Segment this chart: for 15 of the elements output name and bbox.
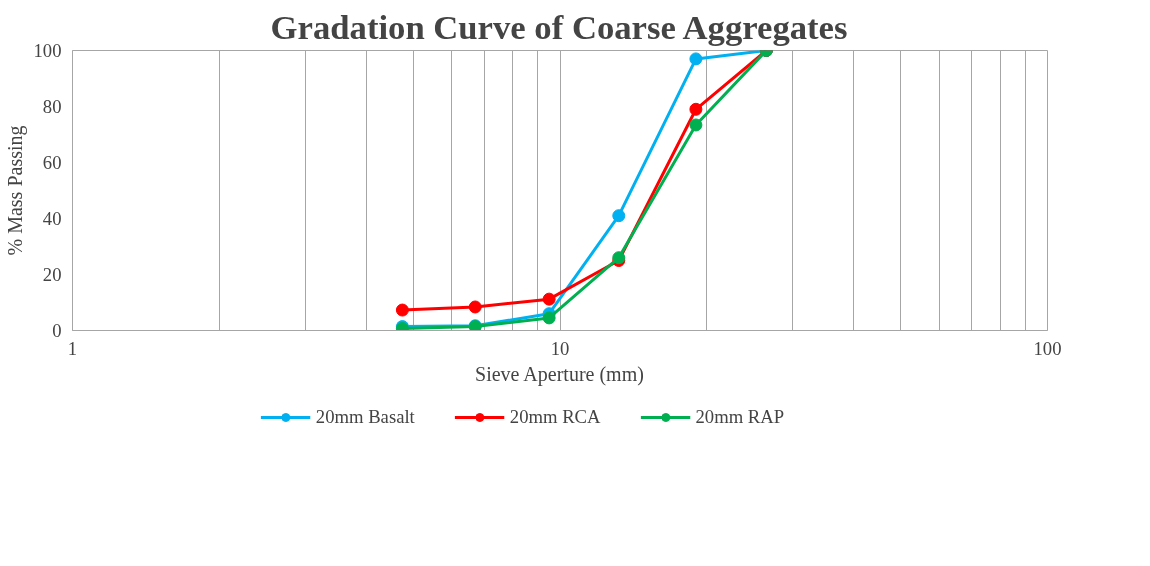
y-tick-label: 20 [42,264,62,285]
legend-label: 20mm Basalt [315,406,415,428]
y-tick-label: 60 [42,152,62,173]
chart-title: Gradation Curve of Coarse Aggregates [270,7,848,46]
y-tick-label: 0 [52,320,62,341]
x-tick-label: 1 [67,337,78,359]
y-tick-label: 100 [33,40,62,61]
x-tick-label: 100 [1033,337,1062,359]
y-axis-title: % Mass Passing [3,125,27,256]
y-tick-label: 40 [42,208,62,229]
legend-label: 20mm RAP [695,406,785,428]
x-tick-label: 10 [550,337,570,359]
y-tick-label: 80 [42,96,62,117]
x-axis-title: Sieve Aperture (mm) [475,362,644,386]
legend-label: 20mm RCA [509,406,601,428]
